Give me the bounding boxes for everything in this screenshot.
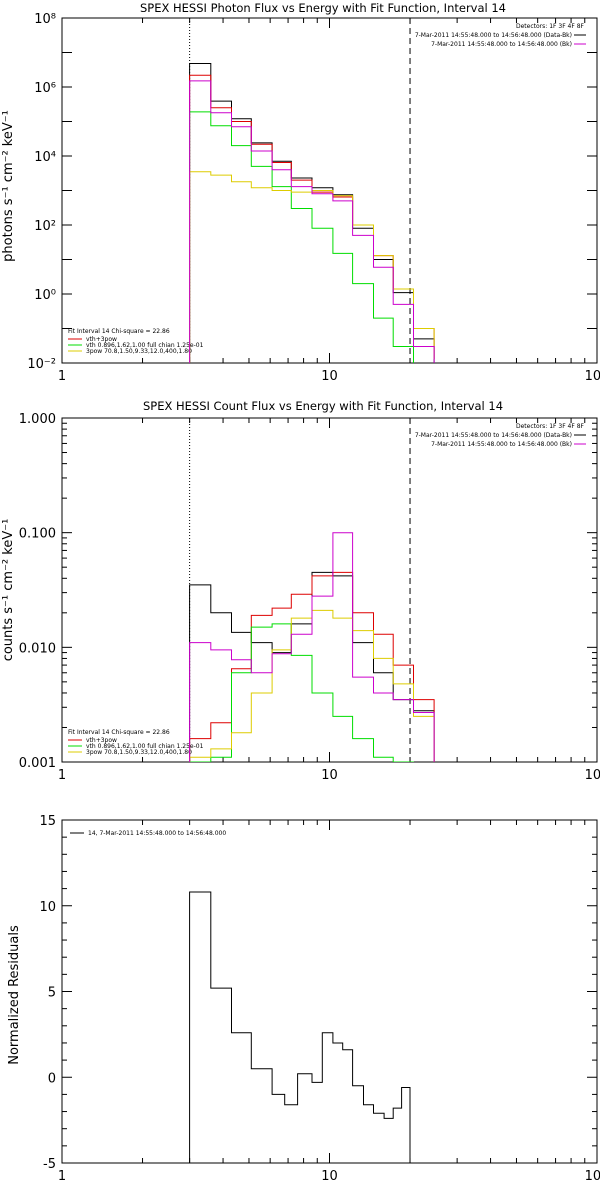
series-layer xyxy=(189,63,435,363)
x-tick-label: 1 xyxy=(58,768,66,783)
y-tick-label: 15 xyxy=(39,814,56,829)
series-4-line xyxy=(189,532,435,762)
panel3-legend-label: 14, 7-Mar-2011 14:55:48.000 to 14:56:48.… xyxy=(88,830,226,837)
y-tick-label: 10⁶ xyxy=(34,81,56,96)
y-tick-label: 10 xyxy=(39,900,56,915)
x-tick-label: 100 xyxy=(585,768,600,783)
panel1-legend-vth3pow: vth+3pow xyxy=(86,336,117,343)
plot-frame xyxy=(61,417,598,763)
count-flux-panel: 1 10 100 0.001 0.010 0.100 1.000 xyxy=(19,412,600,783)
y-tick-label: 0 xyxy=(48,1071,56,1086)
residuals-panel: 1 10 100 -5 0 5 10 15 xyxy=(39,814,600,1184)
panel1-title: SPEX HESSI Photon Flux vs Energy with Fi… xyxy=(140,1,506,15)
y-tick-label: -5 xyxy=(43,1157,56,1172)
plot-frame xyxy=(61,819,598,1164)
x-tick-label: 10 xyxy=(321,1169,338,1184)
panel1-detectors-label: Detectors: 1F 3F 4F 8F xyxy=(516,23,585,30)
y-tick-label: 10² xyxy=(34,219,56,234)
y-tick-label: 10⁰ xyxy=(34,288,56,303)
y-tick-label: 5 xyxy=(48,986,56,1001)
panel2-legend-left: Fit Interval 14 Chi-square = 22.86 vth+3… xyxy=(68,729,204,756)
panel2-legend-3pow: 3pow 70.8,1.50,9.33,12.0,400,1.80 xyxy=(86,749,192,756)
panel2-ylabel: counts s⁻¹ cm⁻² keV⁻¹ xyxy=(1,519,16,662)
panel1-ylabel: photons s⁻¹ cm⁻² keV⁻¹ xyxy=(1,110,16,262)
series-layer xyxy=(189,891,411,1163)
panel1-legend-3pow: 3pow 70.8,1.50,9.33,12.0,400,1.80 xyxy=(86,348,192,355)
y-tick-label: 0.001 xyxy=(19,756,56,771)
panel2-legend-databk: 7-Mar-2011 14:55:48.000 to 14:56:48.000 … xyxy=(415,432,572,439)
x-tick-label: 1 xyxy=(58,1169,66,1184)
series-layer xyxy=(189,532,435,762)
panel1-legend-right: Detectors: 1F 3F 4F 8F 7-Mar-2011 14:55:… xyxy=(415,23,586,48)
y-tick-label: 10⁴ xyxy=(34,150,56,165)
panel3-ylabel: Normalized Residuals xyxy=(7,925,22,1065)
series-0-line xyxy=(189,891,411,1163)
y-tick-label: 10⁸ xyxy=(34,12,56,27)
panel2-fit-info: Fit Interval 14 Chi-square = 22.86 xyxy=(68,729,170,736)
panel1-legend-bk: 7-Mar-2011 14:55:48.000 to 14:56:48.000 … xyxy=(431,41,572,48)
panel1-legend-left: Fit Interval 14 Chi-square = 22.86 vth+3… xyxy=(68,328,204,355)
panel2-legend-vth: vth 0.896,1.62,1.00 full chian 1.25e-01 xyxy=(86,743,204,750)
y-tick-label: 0.010 xyxy=(19,641,56,656)
panel2-title: SPEX HESSI Count Flux vs Energy with Fit… xyxy=(143,399,503,413)
y-tick-label: 10⁻² xyxy=(27,357,56,372)
panel2-detectors-label: Detectors: 1F 3F 4F 8F xyxy=(516,423,585,430)
series-4-line xyxy=(189,80,435,363)
panel2-legend-bk: 7-Mar-2011 14:55:48.000 to 14:56:48.000 … xyxy=(431,441,572,448)
x-tick-label: 10 xyxy=(321,768,338,783)
panel1-legend-databk: 7-Mar-2011 14:55:48.000 to 14:56:48.000 … xyxy=(415,32,572,39)
x-tick-label: 1 xyxy=(58,369,66,384)
series-2-line xyxy=(189,623,414,762)
panel3-legend: 14, 7-Mar-2011 14:55:48.000 to 14:56:48.… xyxy=(70,830,226,837)
panel2-legend-right: Detectors: 1F 3F 4F 8F 7-Mar-2011 14:55:… xyxy=(415,423,586,448)
x-tick-label: 10 xyxy=(321,369,338,384)
series-3-line xyxy=(189,171,435,363)
x-tick-label: 100 xyxy=(585,369,600,384)
y-tick-label: 0.100 xyxy=(19,527,56,542)
y-tick-label: 1.000 xyxy=(19,412,56,427)
panel1-fit-info: Fit Interval 14 Chi-square = 22.86 xyxy=(68,328,170,335)
series-2-line xyxy=(189,111,414,363)
panel1-legend-vth: vth 0.896,1.62,1.00 full chian 1.25e-01 xyxy=(86,342,204,349)
panel2-legend-vth3pow: vth+3pow xyxy=(86,737,117,744)
photon-flux-panel: 1 10 100 10⁻² 10⁰ 10² 10⁴ 10⁶ 10⁸ xyxy=(27,12,600,384)
x-tick-label: 100 xyxy=(585,1169,600,1184)
